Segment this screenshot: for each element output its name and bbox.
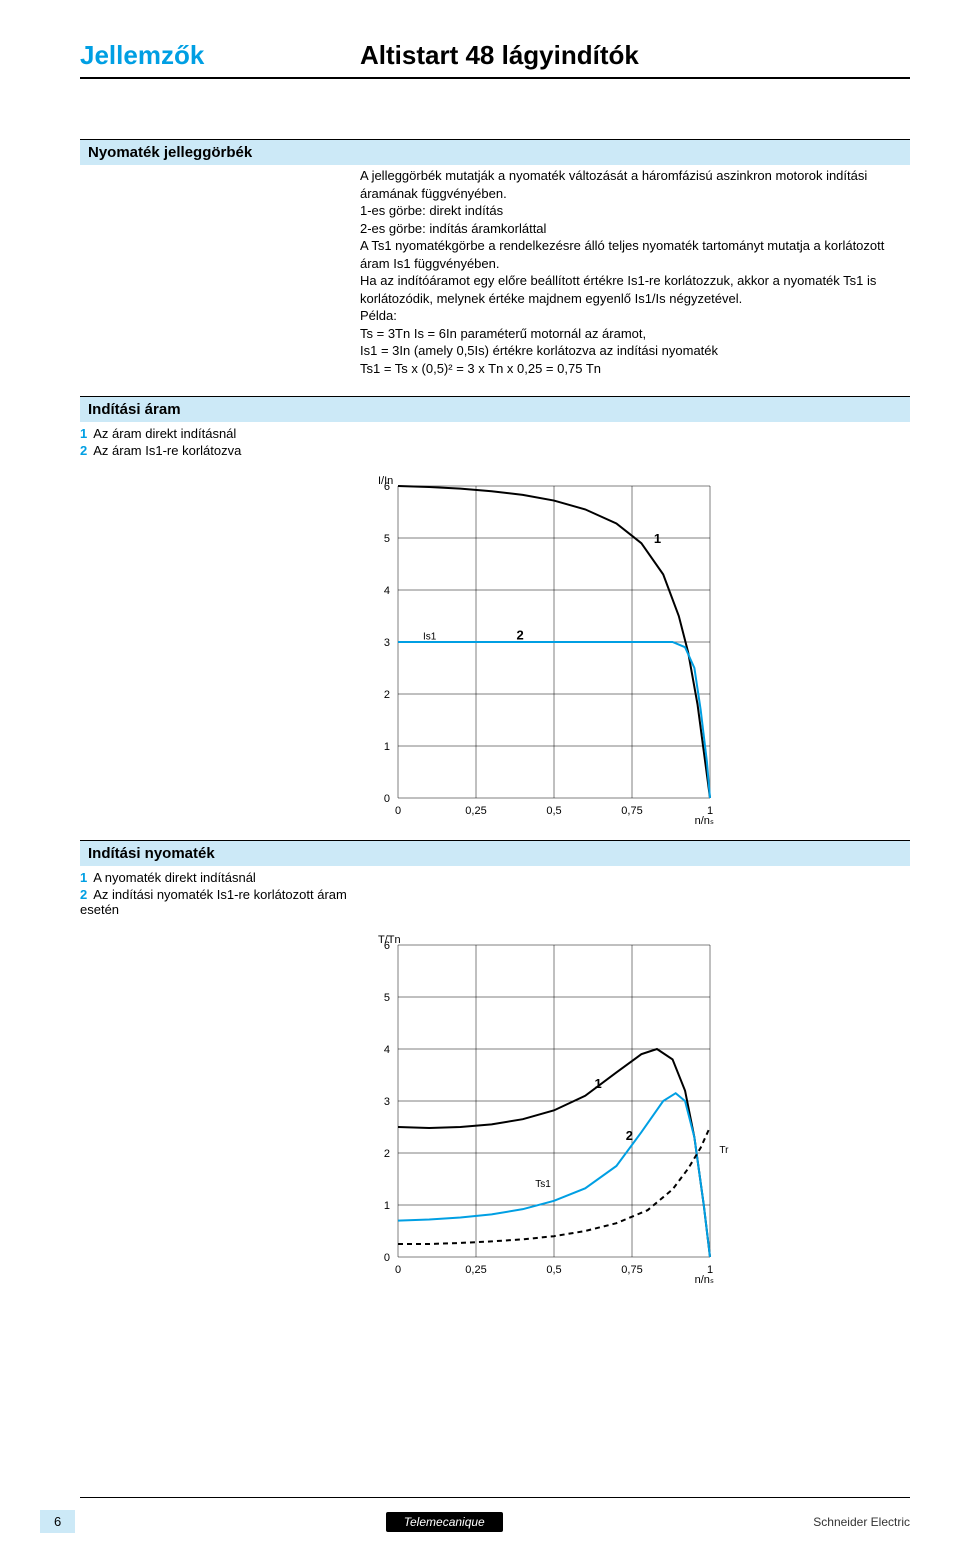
svg-text:0,75: 0,75 xyxy=(621,1264,642,1276)
svg-text:0,5: 0,5 xyxy=(546,805,561,817)
telemecanique-logo: Telemecanique xyxy=(386,1512,503,1532)
svg-text:T/Tn: T/Tn xyxy=(378,934,401,946)
svg-text:1: 1 xyxy=(384,741,390,753)
svg-text:5: 5 xyxy=(384,533,390,545)
svg-text:1: 1 xyxy=(654,531,661,546)
legend-num: 2 xyxy=(80,443,87,458)
svg-text:3: 3 xyxy=(384,1096,390,1108)
current-chart: 012345600,250,50,751I/Inn/nₛIs112 xyxy=(360,470,910,830)
svg-text:2: 2 xyxy=(384,689,390,701)
schneider-brand: Schneider Electric xyxy=(813,1515,910,1529)
legend-num: 2 xyxy=(80,887,87,902)
svg-text:0,25: 0,25 xyxy=(465,805,486,817)
svg-text:1: 1 xyxy=(384,1200,390,1212)
section3-banner: Indítási nyomaték xyxy=(80,841,910,866)
svg-text:0: 0 xyxy=(384,1252,390,1264)
section2-banner: Indítási áram xyxy=(80,397,910,422)
svg-text:n/nₛ: n/nₛ xyxy=(695,815,714,827)
svg-text:1: 1 xyxy=(595,1076,602,1091)
section1-banner: Nyomaték jelleggörbék xyxy=(80,140,910,165)
svg-text:2: 2 xyxy=(517,627,524,642)
svg-text:0: 0 xyxy=(395,805,401,817)
header-section-label: Jellemzők xyxy=(80,40,360,71)
page-title: Altistart 48 lágyindítók xyxy=(360,40,639,71)
svg-text:2: 2 xyxy=(626,1128,633,1143)
section3-legend: 1 A nyomaték direkt indításnál 2Az indítá… xyxy=(80,868,360,919)
page-number: 6 xyxy=(40,1510,75,1533)
legend-text: Az áram Is1-re korlátozva xyxy=(93,443,241,458)
section1-body: A jelleggörbék mutatják a nyomaték válto… xyxy=(360,167,910,378)
legend-num: 1 xyxy=(80,426,87,441)
title-divider xyxy=(80,77,910,79)
legend-item: 1 A nyomaték direkt indításnál xyxy=(80,870,360,885)
svg-text:n/nₛ: n/nₛ xyxy=(695,1274,714,1286)
svg-text:5: 5 xyxy=(384,992,390,1004)
legend-item: 2 Az áram Is1-re korlátozva xyxy=(80,443,360,458)
svg-text:Tr: Tr xyxy=(719,1145,729,1156)
legend-text: Az indítási nyomaték Is1-re korlátozott … xyxy=(80,887,347,917)
svg-text:Is1: Is1 xyxy=(423,631,437,642)
footer-divider xyxy=(80,1497,910,1498)
svg-text:4: 4 xyxy=(384,1044,390,1056)
torque-chart: 012345600,250,50,751T/Tnn/nₛ12Ts1Tr xyxy=(360,929,910,1289)
svg-text:0,25: 0,25 xyxy=(465,1264,486,1276)
section2-legend: 1 Az áram direkt indításnál 2 Az áram Is1-… xyxy=(80,424,360,460)
svg-text:0: 0 xyxy=(384,793,390,805)
legend-num: 1 xyxy=(80,870,87,885)
svg-text:3: 3 xyxy=(384,637,390,649)
legend-text: Az áram direkt indításnál xyxy=(93,426,236,441)
legend-item: 1 Az áram direkt indításnál xyxy=(80,426,360,441)
legend-text: A nyomaték direkt indításnál xyxy=(93,870,256,885)
svg-text:0,75: 0,75 xyxy=(621,805,642,817)
svg-text:0,5: 0,5 xyxy=(546,1264,561,1276)
svg-text:I/In: I/In xyxy=(378,475,393,487)
svg-text:Ts1: Ts1 xyxy=(535,1178,551,1189)
svg-text:2: 2 xyxy=(384,1148,390,1160)
svg-text:0: 0 xyxy=(395,1264,401,1276)
svg-text:4: 4 xyxy=(384,585,390,597)
legend-item: 2Az indítási nyomaték Is1-re korlátozott… xyxy=(80,887,360,917)
